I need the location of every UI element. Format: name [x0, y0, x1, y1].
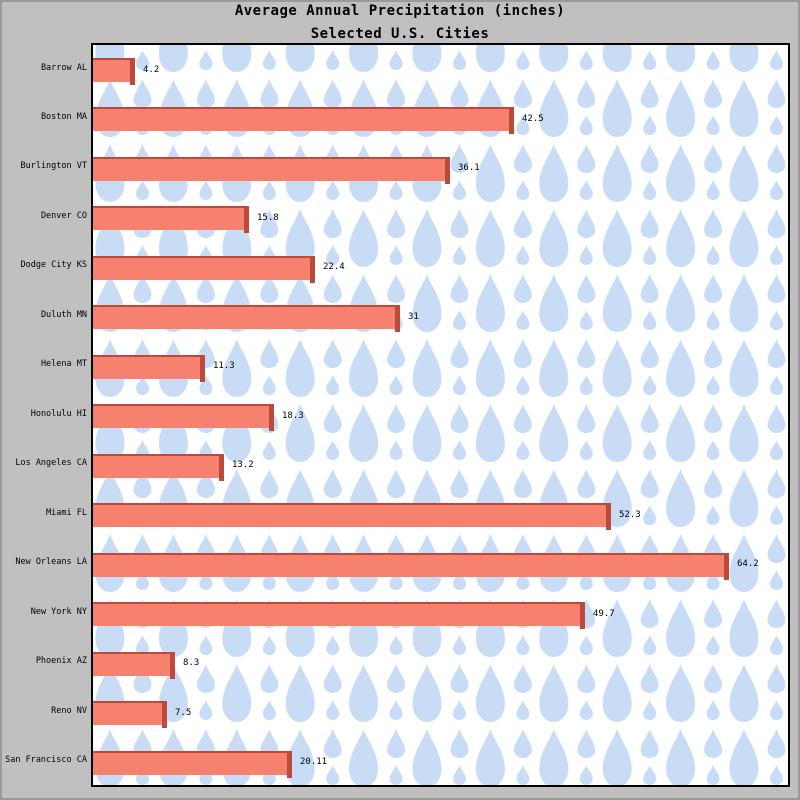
- category-label: Boston MA: [40, 112, 87, 122]
- category-label: Barrow AL: [40, 63, 87, 73]
- bar-value-label: 8.3: [183, 658, 200, 668]
- bar: [93, 751, 292, 778]
- bar-value-label: 13.2: [232, 460, 254, 470]
- bar: [93, 404, 274, 431]
- bar-end-shadow: [724, 555, 729, 580]
- bar-end-shadow: [310, 258, 315, 283]
- category-label: Dodge City KS: [20, 260, 87, 270]
- bar-value-label: 52.3: [619, 510, 641, 520]
- bar-value-label: 49.7: [593, 609, 615, 619]
- bar-end-shadow: [269, 406, 274, 431]
- bar-value-label: 20.11: [300, 757, 328, 767]
- bar-value-label: 15.8: [257, 213, 279, 223]
- bar-end-shadow: [162, 703, 167, 728]
- bar-value-label: 64.2: [737, 559, 759, 569]
- category-label: Miami FL: [46, 508, 87, 518]
- bar: [93, 454, 224, 481]
- bar: [93, 256, 315, 283]
- bar: [93, 305, 400, 332]
- bar-value-label: 4.2: [143, 65, 160, 75]
- bar-end-shadow: [395, 307, 400, 332]
- bar-end-shadow: [606, 505, 611, 530]
- category-label: New Orleans LA: [15, 557, 87, 567]
- chart-title: Average Annual Precipitation (inches): [234, 3, 566, 19]
- bar-value-label: 31: [408, 312, 419, 322]
- category-label: Duluth MN: [40, 310, 87, 320]
- bar-value-label: 18.3: [282, 411, 304, 421]
- bar: [93, 652, 175, 679]
- bar-end-shadow: [509, 109, 514, 134]
- bar-end-shadow: [580, 604, 585, 629]
- bar-end-shadow: [445, 159, 450, 184]
- category-label: New York NY: [30, 607, 87, 617]
- bar-end-shadow: [130, 60, 135, 85]
- bar: [93, 58, 135, 85]
- bar: [93, 503, 611, 530]
- category-label: Burlington VT: [20, 161, 87, 171]
- bar-value-label: 7.5: [175, 708, 192, 718]
- category-label: Reno NV: [51, 706, 87, 716]
- y-axis-labels: Barrow AL Boston MA Burlington VT Denver CO…: [2, 43, 87, 783]
- bar-value-label: 11.3: [213, 361, 235, 371]
- bar-end-shadow: [170, 654, 175, 679]
- plot-area: 4.2 42.5 36.1 15.8 22.4 31 11.3 18.3 13.2 52.3 64.…: [91, 43, 790, 787]
- bar-value-label: 22.4: [323, 262, 345, 272]
- bar: [93, 206, 249, 233]
- category-label: Phoenix AZ: [35, 656, 87, 666]
- bar-end-shadow: [200, 357, 205, 382]
- bar: [93, 701, 167, 728]
- category-label: San Francisco CA: [5, 755, 87, 765]
- category-label: Los Angeles CA: [15, 458, 87, 468]
- bar-value-label: 36.1: [458, 163, 480, 173]
- category-label: Honolulu HI: [30, 409, 87, 419]
- category-label: Denver CO: [40, 211, 87, 221]
- bar: [93, 157, 450, 184]
- bar: [93, 602, 585, 629]
- bar-end-shadow: [219, 456, 224, 481]
- bar: [93, 107, 514, 134]
- bar-value-label: 42.5: [522, 114, 544, 124]
- bar: [93, 355, 205, 382]
- bar-end-shadow: [287, 753, 292, 778]
- chart-subtitle: Selected U.S. Cities: [310, 26, 490, 42]
- category-label: Helena MT: [40, 359, 87, 369]
- bar-end-shadow: [244, 208, 249, 233]
- bar: [93, 553, 729, 580]
